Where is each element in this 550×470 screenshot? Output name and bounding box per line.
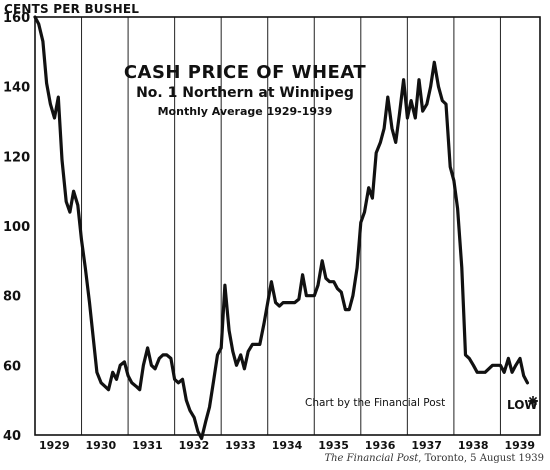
x-tick-label: 1931 — [132, 439, 163, 452]
low-annotation: LOW — [507, 398, 538, 412]
x-tick-label: 1934 — [272, 439, 303, 452]
price-series-line — [33, 15, 529, 441]
chart-credit: Chart by the Financial Post — [305, 397, 446, 409]
x-tick-label: 1936 — [365, 439, 396, 452]
chart-title-block: CASH PRICE OF WHEAT No. 1 Northern at Wi… — [100, 62, 390, 121]
x-tick-label: 1935 — [318, 439, 349, 452]
source-publication: The Financial Post — [324, 453, 419, 464]
x-tick-label: 1938 — [458, 439, 489, 452]
x-axis-ticks: 1929 1930 1931 1932 1933 1934 1935 1936 1937 1938… — [39, 439, 535, 452]
y-tick-label: 100 — [3, 220, 30, 235]
y-axis-label: CENTS PER BUSHEL — [4, 2, 140, 16]
chart-subtitle: No. 1 Northern at Winnipeg — [136, 85, 354, 101]
y-tick-label: 40 — [3, 429, 21, 444]
plot-frame — [34, 16, 541, 436]
y-tick-label: 140 — [3, 81, 30, 96]
x-tick-label: 1933 — [225, 439, 256, 452]
star-ray — [528, 396, 538, 406]
x-tick-label: 1937 — [411, 439, 442, 452]
x-tick-label: 1930 — [86, 439, 117, 452]
x-tick-label: 1939 — [504, 439, 535, 452]
source-details: , Toronto, 5 August 1939 — [418, 453, 544, 464]
chart-title: CASH PRICE OF WHEAT — [123, 62, 367, 83]
y-tick-label: 160 — [3, 11, 30, 26]
x-tick-label: 1932 — [179, 439, 210, 452]
chart-subtitle-2: Monthly Average 1929-1939 — [157, 105, 333, 118]
y-axis-ticks: 40 60 80 100 120 140 160 — [3, 11, 30, 444]
source-credit: The Financial Post, Toronto, 5 August 19… — [324, 453, 544, 464]
y-tick-label: 80 — [3, 290, 21, 305]
x-tick-label: 1929 — [39, 439, 70, 452]
y-tick-label: 60 — [3, 359, 21, 374]
low-marker-star-icon — [528, 396, 538, 406]
y-tick-label: 120 — [3, 150, 30, 165]
